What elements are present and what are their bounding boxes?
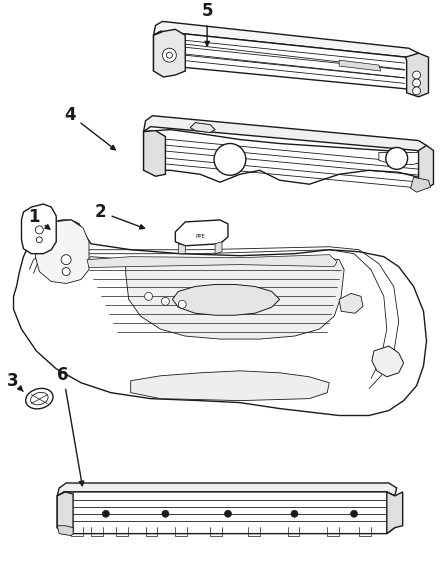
Polygon shape [144,130,425,184]
Ellipse shape [26,389,53,409]
Circle shape [166,52,172,58]
Text: 3: 3 [7,372,23,391]
Polygon shape [153,30,185,77]
Circle shape [224,510,231,517]
Text: 1: 1 [29,208,50,229]
Polygon shape [339,294,363,313]
Text: 6: 6 [58,366,84,486]
Circle shape [386,148,408,169]
Polygon shape [57,526,73,536]
Polygon shape [339,60,381,71]
Polygon shape [57,492,395,534]
Polygon shape [131,371,329,401]
Polygon shape [215,242,222,254]
Polygon shape [190,123,215,133]
Circle shape [178,301,186,308]
Text: 2: 2 [95,203,145,229]
Polygon shape [144,131,165,176]
Polygon shape [406,53,429,97]
Text: 5: 5 [201,2,213,46]
Polygon shape [372,346,404,377]
Polygon shape [387,492,403,534]
Polygon shape [57,492,73,534]
Polygon shape [153,21,418,61]
Circle shape [103,510,109,517]
Polygon shape [172,284,280,315]
Polygon shape [418,145,434,188]
Circle shape [161,298,169,305]
Text: 4: 4 [64,106,116,150]
Polygon shape [35,220,89,284]
Polygon shape [13,220,426,416]
Polygon shape [87,255,337,267]
Polygon shape [411,177,430,192]
Polygon shape [83,256,344,339]
Circle shape [37,237,42,243]
Circle shape [162,510,169,517]
Polygon shape [175,220,228,245]
Circle shape [35,226,43,234]
Circle shape [413,87,421,95]
Circle shape [62,267,70,276]
Polygon shape [178,244,185,254]
Polygon shape [57,483,397,496]
Polygon shape [153,31,418,89]
Circle shape [162,48,176,62]
Polygon shape [379,152,424,164]
Circle shape [413,71,421,79]
Circle shape [413,79,421,87]
Polygon shape [144,116,426,155]
Text: PPE: PPE [195,234,205,239]
Circle shape [291,510,298,517]
Circle shape [145,292,153,301]
Circle shape [61,255,71,265]
Ellipse shape [31,393,48,405]
Circle shape [351,510,358,517]
Polygon shape [21,204,56,254]
Circle shape [214,144,246,175]
